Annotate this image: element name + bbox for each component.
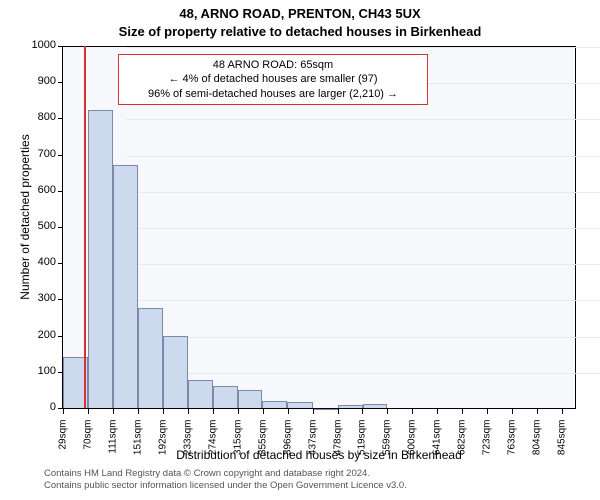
x-axis-label: Distribution of detached houses by size … [63,448,575,462]
gridline [126,264,600,265]
histogram-bar [88,110,113,409]
gridline [126,300,600,301]
xtick-mark [462,409,463,414]
histogram-bar [163,336,188,409]
xtick-mark [313,409,314,414]
xtick-mark [88,409,89,414]
gridline [126,119,600,120]
ytick-mark [58,299,63,300]
histogram-bar [238,390,262,409]
ytick-label: 400 [24,256,56,268]
ytick-label: 700 [24,148,56,160]
gridline [126,373,600,374]
ytick-mark [58,155,63,156]
reference-line [84,46,86,408]
histogram-bar [213,386,238,409]
gridline [126,47,600,48]
xtick-mark [113,409,114,414]
xtick-label: 315sqm [232,420,243,470]
x-axis-line [63,408,575,409]
ytick-label: 300 [24,292,56,304]
license-text: Contains HM Land Registry data © Crown c… [44,468,407,492]
ytick-label: 800 [24,111,56,123]
xtick-label: 192sqm [157,420,168,470]
xtick-label: 682sqm [457,420,468,470]
xtick-mark [238,409,239,414]
xtick-mark [537,409,538,414]
title-line-1: 48, ARNO ROAD, PRENTON, CH43 5UX [0,6,600,21]
chart-container: 48, ARNO ROAD, PRENTON, CH43 5UX Size of… [0,0,600,500]
annotation-line-3: 96% of semi-detached houses are larger (… [125,87,421,101]
ytick-mark [58,191,63,192]
xtick-label: 274sqm [207,420,218,470]
xtick-label: 151sqm [132,420,143,470]
xtick-mark [437,409,438,414]
xtick-label: 723sqm [482,420,493,470]
ytick-label: 500 [24,220,56,232]
gridline [126,337,600,338]
xtick-mark [163,409,164,414]
ytick-label: 1000 [24,39,56,51]
xtick-mark [512,409,513,414]
xtick-mark [288,409,289,414]
xtick-label: 804sqm [532,420,543,470]
ytick-label: 100 [24,365,56,377]
ytick-mark [58,372,63,373]
license-line-2: Contains public sector information licen… [44,480,407,492]
xtick-mark [412,409,413,414]
xtick-mark [362,409,363,414]
gridline [126,228,600,229]
annotation-line-1: 48 ARNO ROAD: 65sqm [125,58,421,72]
xtick-label: 478sqm [332,420,343,470]
annotation-box: 48 ARNO ROAD: 65sqm ← 4% of detached hou… [118,54,428,105]
xtick-mark [387,409,388,414]
histogram-bar [188,380,213,409]
xtick-label: 29sqm [58,420,69,470]
xtick-label: 396sqm [282,420,293,470]
xtick-mark [138,409,139,414]
ytick-mark [58,46,63,47]
license-line-1: Contains HM Land Registry data © Crown c… [44,468,407,480]
xtick-label: 519sqm [357,420,368,470]
ytick-mark [58,336,63,337]
xtick-mark [487,409,488,414]
xtick-mark [63,409,64,414]
annotation-line-2: ← 4% of detached houses are smaller (97) [125,72,421,86]
ytick-mark [58,82,63,83]
xtick-mark [338,409,339,414]
histogram-bar [138,308,163,409]
xtick-label: 233sqm [182,420,193,470]
ytick-label: 200 [24,329,56,341]
xtick-label: 437sqm [307,420,318,470]
histogram-bar [113,165,137,409]
gridline [126,156,600,157]
xtick-label: 641sqm [432,420,443,470]
xtick-mark [188,409,189,414]
xtick-label: 111sqm [107,420,118,470]
xtick-label: 845sqm [557,420,568,470]
xtick-label: 355sqm [257,420,268,470]
title-line-2: Size of property relative to detached ho… [0,24,600,39]
xtick-label: 70sqm [82,420,93,470]
xtick-label: 763sqm [507,420,518,470]
ytick-label: 900 [24,75,56,87]
xtick-mark [263,409,264,414]
gridline [126,192,600,193]
xtick-label: 600sqm [407,420,418,470]
xtick-mark [213,409,214,414]
xtick-mark [562,409,563,414]
ytick-mark [58,227,63,228]
ytick-mark [58,118,63,119]
ytick-label: 0 [24,401,56,413]
ytick-mark [58,263,63,264]
ytick-label: 600 [24,184,56,196]
xtick-label: 559sqm [382,420,393,470]
